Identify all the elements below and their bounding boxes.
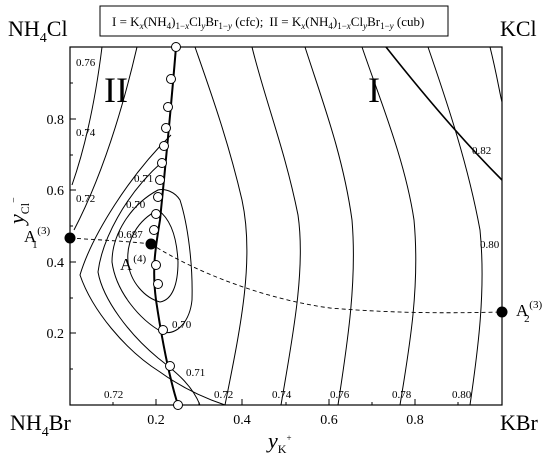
contour-label: 0.72 [76, 193, 95, 205]
contour-line [79, 134, 226, 406]
contour-label: 0.72 [104, 389, 123, 401]
x-tick-label: 0.2 [147, 413, 165, 428]
data-point [153, 279, 163, 289]
corner-kcl-label: KCl [500, 16, 537, 41]
contour-label: 0.71 [134, 173, 153, 185]
legend-text: I = Kx(NH4)1−xClyBr1−y (cfc); II = Kx(NH4… [112, 14, 424, 31]
contour-label: 0.76 [76, 57, 96, 69]
contour-label: 0.70 [172, 319, 192, 331]
data-point [163, 102, 173, 112]
tie-line [69, 237, 152, 245]
data-point [159, 141, 169, 151]
y-tick-label: 0.4 [47, 256, 65, 271]
point-a2 [496, 306, 508, 318]
contour-line [194, 46, 248, 406]
contour-line [127, 209, 179, 303]
contour-line [304, 46, 354, 406]
y-tick-label: 0.6 [47, 184, 65, 199]
contour-line [489, 46, 503, 103]
data-point [173, 400, 183, 410]
boundary-points [149, 42, 183, 410]
data-point [149, 225, 159, 235]
data-point [151, 260, 161, 270]
plot-frame [69, 46, 503, 406]
contour-line [73, 46, 138, 231]
y-tick-label: 0.8 [47, 113, 65, 128]
contour-line [97, 161, 201, 406]
contour-label: 0.80 [452, 389, 472, 401]
contour-label: 0.76 [330, 389, 350, 401]
contour-label: 0.71 [186, 367, 205, 379]
data-point [171, 42, 181, 52]
contour-label: 0.80 [480, 239, 500, 251]
point-a4-label: A(4) [120, 253, 146, 274]
contour-labels: 0.76 0.74 0.72 0.71 0.70 0.687 0.70 0.71… [76, 57, 500, 401]
x-tick-label: 0.8 [406, 413, 424, 428]
data-point [165, 361, 175, 371]
region-label-cfc: I [368, 70, 380, 110]
contour-line [385, 46, 503, 181]
tie-lines [69, 237, 503, 314]
data-point [157, 158, 167, 168]
contour-label: 0.78 [392, 389, 412, 401]
x-tick-label: 0.4 [233, 413, 251, 428]
x-tick-label: 0.6 [320, 413, 338, 428]
corner-nh4br-label: NH4Br [10, 410, 71, 440]
legend-box [99, 5, 449, 37]
isotherm-lines [71, 46, 503, 406]
contour-line [361, 46, 417, 406]
contour-label: 0.70 [126, 199, 146, 211]
data-point [161, 123, 171, 133]
data-point [158, 325, 168, 335]
data-point [151, 209, 161, 219]
data-point [155, 175, 165, 185]
point-a2-label: A(3) 2 [516, 299, 542, 325]
contour-line [251, 46, 301, 406]
x-axis-title: yK+ [266, 428, 292, 454]
contour-label: 0.74 [272, 389, 292, 401]
phase-boundary-line [153, 46, 179, 406]
data-point [153, 192, 163, 202]
region-label-cub: II [104, 70, 128, 110]
contour-label: 0.82 [472, 145, 491, 157]
data-point [166, 74, 176, 84]
y-axis-title: yCl− [4, 197, 32, 226]
contour-line [427, 46, 483, 406]
y-tick-label: 0.2 [47, 327, 65, 342]
tie-line [150, 243, 503, 314]
corner-nh4cl-label: NH4Cl [8, 16, 68, 46]
point-a1 [64, 232, 76, 244]
contour-line [111, 189, 193, 334]
point-a1-label: A(3) 1 [24, 225, 50, 251]
point-a4 [145, 238, 157, 250]
corner-kbr-label: KBr [500, 410, 539, 435]
contour-label: 0.72 [214, 389, 233, 401]
contour-label: 0.74 [76, 127, 96, 139]
contour-label: 0.687 [118, 229, 143, 241]
axis-ticks [70, 82, 459, 405]
contour-line [71, 46, 103, 186]
